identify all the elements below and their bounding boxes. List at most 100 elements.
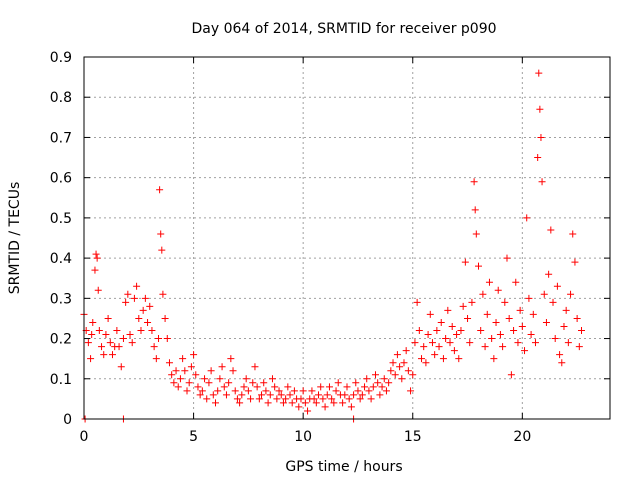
data-point bbox=[439, 355, 447, 363]
data-point bbox=[266, 391, 274, 399]
data-point bbox=[448, 322, 456, 330]
data-point bbox=[376, 391, 384, 399]
data-point bbox=[483, 310, 491, 318]
data-point bbox=[411, 339, 419, 347]
data-point bbox=[89, 318, 97, 326]
data-point bbox=[494, 286, 502, 294]
data-point bbox=[542, 318, 550, 326]
data-point bbox=[236, 399, 244, 407]
data-point bbox=[295, 403, 303, 411]
data-point bbox=[485, 278, 493, 286]
data-point bbox=[426, 310, 434, 318]
data-point bbox=[549, 298, 557, 306]
data-point bbox=[363, 375, 371, 383]
data-point bbox=[354, 387, 362, 395]
data-point bbox=[174, 383, 182, 391]
data-point bbox=[518, 322, 526, 330]
data-point bbox=[102, 331, 110, 339]
data-point bbox=[472, 230, 480, 238]
data-point bbox=[389, 359, 397, 367]
grid-lines bbox=[84, 57, 610, 419]
data-point bbox=[492, 318, 500, 326]
data-point bbox=[242, 375, 250, 383]
data-point bbox=[218, 363, 226, 371]
data-point bbox=[382, 387, 390, 395]
data-point bbox=[358, 391, 366, 399]
data-point bbox=[558, 359, 566, 367]
chart-title: Day 064 of 2014, SRMTID for receiver p09… bbox=[191, 21, 496, 37]
data-point bbox=[321, 403, 329, 411]
data-point bbox=[523, 214, 531, 222]
data-point bbox=[93, 254, 101, 262]
data-point bbox=[144, 318, 152, 326]
data-point bbox=[400, 359, 408, 367]
data-point bbox=[457, 327, 465, 335]
data-point bbox=[251, 363, 259, 371]
data-point bbox=[181, 367, 189, 375]
data-point bbox=[130, 294, 138, 302]
y-tick-label: 0.9 bbox=[50, 50, 72, 66]
data-point bbox=[365, 387, 373, 395]
x-tick-label: 20 bbox=[513, 429, 531, 445]
y-axis-ticks: 0 0.1 0.2 0.3 0.4 0.5 0.6 0.7 0.8 0.9 bbox=[50, 50, 610, 428]
data-point bbox=[170, 379, 178, 387]
data-point bbox=[332, 387, 340, 395]
data-point bbox=[361, 383, 369, 391]
data-point bbox=[374, 379, 382, 387]
data-point bbox=[538, 178, 546, 186]
data-point bbox=[279, 399, 287, 407]
data-point bbox=[161, 314, 169, 322]
data-point bbox=[562, 306, 570, 314]
data-point bbox=[371, 371, 379, 379]
data-point bbox=[220, 383, 228, 391]
data-point bbox=[176, 375, 184, 383]
data-point bbox=[433, 327, 441, 335]
data-point bbox=[547, 226, 555, 234]
data-point bbox=[398, 375, 406, 383]
data-point bbox=[119, 335, 127, 343]
data-point bbox=[192, 371, 200, 379]
data-point bbox=[564, 339, 572, 347]
data-point bbox=[92, 250, 100, 258]
data-point bbox=[413, 298, 421, 306]
data-point bbox=[396, 363, 404, 371]
data-point bbox=[284, 383, 292, 391]
data-point bbox=[308, 387, 316, 395]
data-point bbox=[91, 266, 99, 274]
data-point bbox=[108, 351, 116, 359]
data-point bbox=[453, 331, 461, 339]
data-point bbox=[393, 351, 401, 359]
data-point bbox=[556, 351, 564, 359]
data-point bbox=[341, 391, 349, 399]
data-point bbox=[475, 262, 482, 270]
data-point bbox=[488, 335, 496, 343]
data-point bbox=[505, 314, 513, 322]
data-point bbox=[317, 383, 325, 391]
data-point bbox=[148, 327, 156, 335]
y-tick-label: 0.8 bbox=[50, 90, 72, 106]
data-point bbox=[420, 343, 428, 351]
data-point bbox=[183, 387, 191, 395]
y-axis-label: SRMTID / TECUs bbox=[7, 182, 23, 295]
data-point bbox=[87, 355, 95, 363]
data-point bbox=[168, 371, 176, 379]
data-point bbox=[461, 258, 469, 266]
y-tick-label: 0.5 bbox=[50, 211, 72, 227]
data-point bbox=[319, 395, 327, 403]
x-tick-label: 15 bbox=[404, 429, 422, 445]
data-point bbox=[310, 395, 318, 403]
data-point bbox=[468, 298, 476, 306]
data-point bbox=[525, 294, 533, 302]
y-tick-label: 0.1 bbox=[50, 372, 72, 388]
data-point bbox=[407, 387, 415, 395]
data-point bbox=[216, 375, 224, 383]
y-tick-label: 0.3 bbox=[50, 291, 72, 307]
data-point bbox=[578, 327, 586, 335]
data-point bbox=[343, 383, 351, 391]
data-point bbox=[198, 387, 206, 395]
data-point bbox=[378, 383, 386, 391]
y-tick-label: 0.6 bbox=[50, 171, 72, 187]
data-point bbox=[163, 335, 171, 343]
data-point bbox=[301, 399, 309, 407]
x-axis-label: GPS time / hours bbox=[285, 459, 402, 475]
